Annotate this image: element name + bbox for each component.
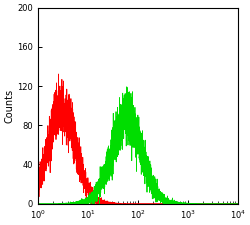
Y-axis label: Counts: Counts bbox=[4, 89, 14, 123]
